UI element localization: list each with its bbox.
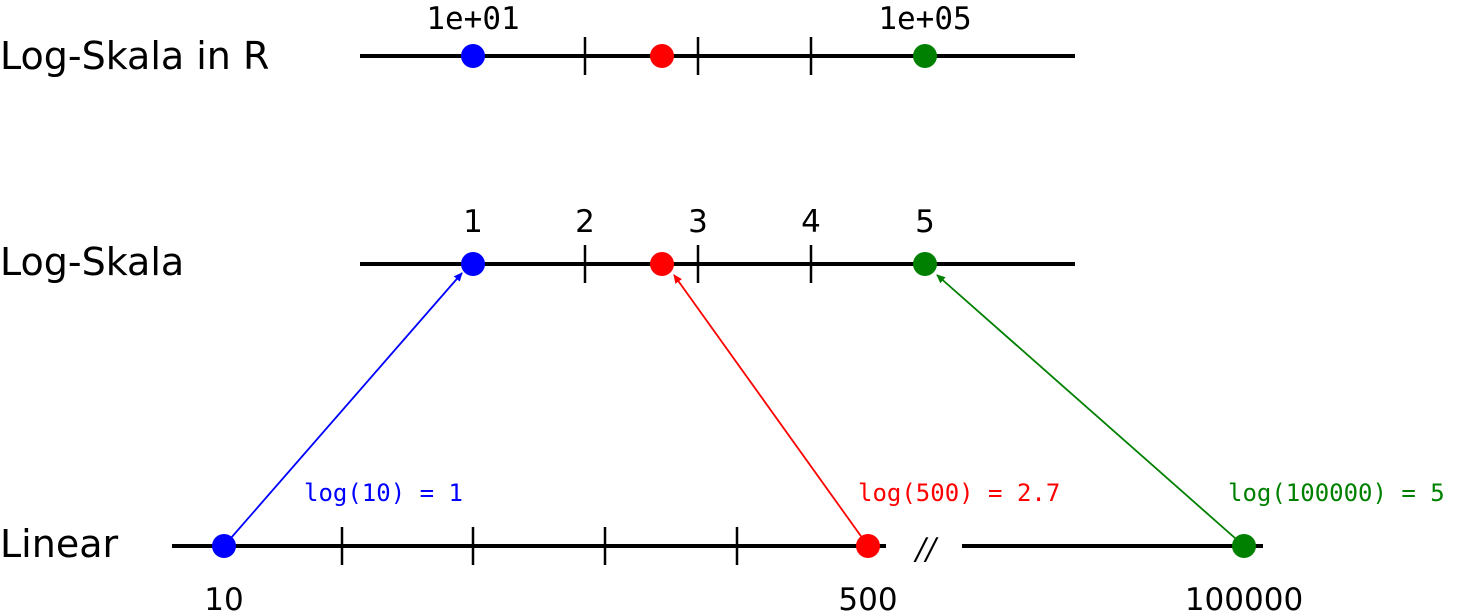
tick-label-log-4: 4 <box>801 204 821 240</box>
tick-label-linear-100000: 100000 <box>1185 582 1303 613</box>
point-log-r-blue <box>461 44 485 68</box>
mapping-arrows: log(10) = 1 log(500) = 2.7 log(100000) =… <box>224 273 1445 546</box>
annotation-log100000: log(100000) = 5 <box>1228 479 1445 507</box>
tick-label-linear-10: 10 <box>204 582 243 613</box>
tick-label-linear-500: 500 <box>838 582 897 613</box>
point-log-blue <box>461 252 485 276</box>
arrow-red <box>674 275 868 546</box>
point-linear-blue <box>212 534 236 558</box>
point-linear-red <box>856 534 880 558</box>
row-label-linear: Linear <box>0 522 118 566</box>
row-log-scale-r: Log-Skala in R 1e+01 1e+05 <box>0 1 1075 78</box>
point-log-red <box>650 252 674 276</box>
tick-label-log-1: 1 <box>463 204 483 240</box>
annotation-log500: log(500) = 2.7 <box>858 479 1060 507</box>
tick-label-log-3: 3 <box>688 204 708 240</box>
row-label-log-scale: Log-Skala <box>0 240 184 284</box>
axis-break-symbol: // <box>913 532 939 567</box>
annotation-log10: log(10) = 1 <box>304 479 463 507</box>
row-label-log-scale-r: Log-Skala in R <box>0 34 269 78</box>
tick-label-log-5: 5 <box>915 204 935 240</box>
tick-label-log-r-1e01: 1e+01 <box>426 1 519 37</box>
row-linear: Linear // 10 500 100000 <box>0 522 1303 613</box>
row-log-scale: Log-Skala 1 2 3 4 5 <box>0 204 1075 284</box>
point-log-r-red <box>650 44 674 68</box>
point-linear-green <box>1232 534 1256 558</box>
point-log-r-green <box>913 44 937 68</box>
point-log-green <box>913 252 937 276</box>
tick-label-log-r-1e05: 1e+05 <box>878 1 971 37</box>
tick-label-log-2: 2 <box>575 204 595 240</box>
